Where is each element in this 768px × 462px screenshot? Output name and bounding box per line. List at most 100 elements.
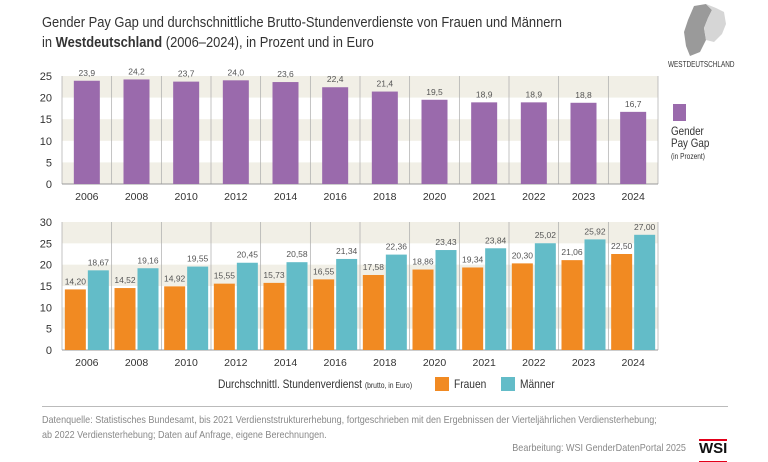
data-label: 16,55 <box>313 266 335 276</box>
bar-männer <box>584 239 606 350</box>
data-label: 14,92 <box>164 273 186 283</box>
x-tick-label: 2021 <box>472 357 496 369</box>
bar-gender-pay-gap <box>421 99 448 184</box>
bar-frauen <box>561 260 583 350</box>
bar-frauen <box>313 279 335 350</box>
bar-männer <box>336 258 358 350</box>
data-label: 22,50 <box>611 241 633 251</box>
data-label: 25,02 <box>535 230 557 240</box>
data-label: 15,73 <box>263 270 285 280</box>
map-label: WESTDEUTSCHLAND <box>668 60 735 69</box>
x-tick-label: 2014 <box>274 191 298 203</box>
y-tick-label: 0 <box>46 179 52 191</box>
bar-gender-pay-gap <box>222 80 249 184</box>
data-label: 23,9 <box>79 68 96 78</box>
data-label: 17,58 <box>363 262 385 272</box>
bar-männer <box>286 262 308 350</box>
bar-gender-pay-gap <box>471 102 498 184</box>
data-label: 14,52 <box>114 275 136 285</box>
data-label: 16,7 <box>625 99 642 109</box>
bar-frauen <box>362 274 384 350</box>
legend2-unit: (brutto, in Euro) <box>364 381 413 390</box>
data-label: 18,86 <box>412 257 434 267</box>
y-tick-label: 15 <box>40 281 52 293</box>
legend-gap: Gender Pay Gap (in Prozent) <box>671 125 709 163</box>
data-label: 27,00 <box>634 222 656 232</box>
data-label: 24,0 <box>228 67 245 77</box>
y-tick-label: 25 <box>40 238 52 250</box>
legend-gap-unit: (in Prozent) <box>671 152 705 161</box>
legend2-title-text: Durchschnittl. Stundenverdienst <box>218 377 363 391</box>
legend-frauen-label: Frauen <box>454 377 487 391</box>
x-tick-label: 2023 <box>572 357 596 369</box>
footer-divider <box>42 406 728 407</box>
footer-credit: Bearbeitung: WSI GenderDatenPortal 2025 <box>512 442 686 454</box>
data-label: 19,34 <box>462 254 484 264</box>
y-tick-label: 0 <box>46 345 52 357</box>
bar-gender-pay-gap <box>371 91 398 184</box>
legend2-title: Durchschnittl. Stundenverdienst (brutto,… <box>218 377 412 391</box>
x-tick-label: 2014 <box>274 357 298 369</box>
data-label: 18,9 <box>476 89 493 99</box>
data-label: 19,16 <box>137 255 159 265</box>
bar-männer <box>634 234 656 350</box>
data-label: 21,34 <box>336 246 358 256</box>
y-tick-label: 5 <box>46 157 52 169</box>
legend-frauen-swatch <box>435 377 449 391</box>
bar-gender-pay-gap <box>173 81 200 184</box>
x-tick-label: 2021 <box>472 191 496 203</box>
bar-frauen <box>462 267 484 350</box>
x-tick-label: 2006 <box>75 191 99 203</box>
source-line2: ab 2022 Verdiensterhebung; Daten auf Anf… <box>42 429 327 441</box>
bar-männer <box>187 266 209 350</box>
x-tick-label: 2008 <box>125 191 149 203</box>
bar-gender-pay-gap <box>620 111 647 184</box>
germany-map-icon <box>684 4 726 56</box>
x-tick-label: 2018 <box>373 357 397 369</box>
x-tick-label: 2012 <box>224 191 248 203</box>
bar-frauen <box>263 282 285 350</box>
bar-männer <box>485 248 507 350</box>
x-tick-label: 2008 <box>125 357 149 369</box>
x-tick-label: 2018 <box>373 191 397 203</box>
data-label: 18,67 <box>88 257 110 267</box>
title-pre: in <box>42 34 56 51</box>
y-tick-label: 30 <box>40 217 52 229</box>
x-tick-label: 2023 <box>572 191 596 203</box>
bar-gender-pay-gap <box>123 79 150 184</box>
legend-gap-swatch <box>673 104 686 121</box>
bar-frauen <box>213 283 235 350</box>
bar-frauen <box>114 288 136 350</box>
y-tick-label: 15 <box>40 114 52 126</box>
chart-title: Gender Pay Gap und durchschnittliche Bru… <box>42 13 562 53</box>
x-tick-label: 2006 <box>75 357 99 369</box>
data-label: 23,43 <box>435 237 457 247</box>
bar-männer <box>534 243 556 350</box>
x-tick-label: 2012 <box>224 357 248 369</box>
y-tick-label: 20 <box>40 93 52 105</box>
legend-gap-label2: Pay Gap <box>671 136 710 150</box>
bar-gender-pay-gap <box>73 80 100 184</box>
bar-gender-pay-gap <box>322 87 349 184</box>
x-tick-label: 2022 <box>522 191 546 203</box>
data-label: 25,92 <box>584 226 606 236</box>
x-tick-label: 2024 <box>621 191 645 203</box>
bar-männer <box>435 250 457 350</box>
data-label: 23,6 <box>277 69 294 79</box>
bar-frauen <box>64 289 86 350</box>
y-tick-label: 20 <box>40 260 52 272</box>
data-label: 18,9 <box>526 89 543 99</box>
y-tick-label: 25 <box>40 71 52 83</box>
data-label: 23,84 <box>485 235 507 245</box>
x-tick-label: 2020 <box>423 191 447 203</box>
legend-maenner-swatch <box>501 377 515 391</box>
x-tick-label: 2016 <box>323 191 347 203</box>
legend-gap-label: Gender <box>671 124 704 138</box>
bar-gender-pay-gap <box>520 102 547 184</box>
bar-männer <box>87 270 109 350</box>
x-tick-label: 2022 <box>522 357 546 369</box>
legend-maenner-label: Männer <box>520 377 555 391</box>
data-label: 14,20 <box>65 276 87 286</box>
